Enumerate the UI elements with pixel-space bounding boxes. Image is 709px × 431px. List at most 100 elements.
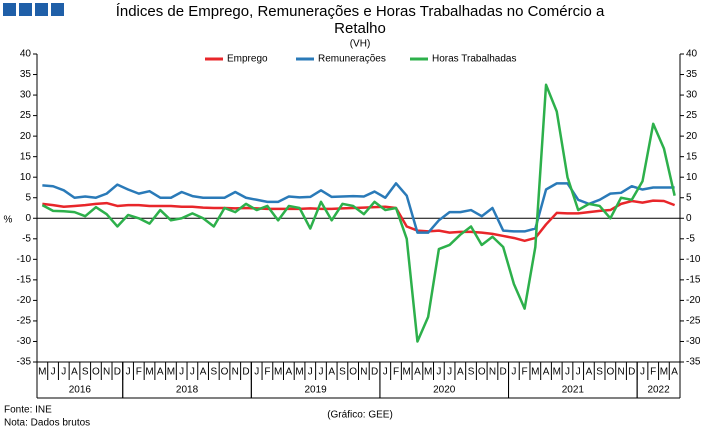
x-tick-label: J [308,367,313,378]
legend-label: Remunerações [318,54,386,65]
y-tick-label: 20 [20,131,32,142]
x-tick-label: F [650,367,656,378]
x-tick-label: O [92,367,100,378]
x-tick-label: D [500,367,507,378]
x-tick-label: N [489,367,496,378]
x-tick-label: D [242,367,249,378]
x-tick-label: O [478,367,486,378]
y-tick-label: 25 [20,110,32,121]
y-tick-label: 0 [25,213,31,224]
x-tick-label: M [295,367,303,378]
x-group-label: 2021 [562,385,585,396]
y2-tick-label: -25 [686,316,701,327]
x-tick-label: A [286,367,293,378]
y2-tick-label: -20 [686,295,701,306]
x-tick-label: M [531,367,539,378]
y-tick-label: -35 [17,357,32,368]
y2-tick-label: -35 [686,357,701,368]
y-tick-label: 10 [20,172,32,183]
x-tick-label: J [640,367,645,378]
x-tick-label: M [424,367,432,378]
x-tick-label: J [511,367,516,378]
y-tick-label: -20 [17,295,32,306]
x-tick-label: A [586,367,593,378]
y-axis-label: % [4,215,13,226]
x-tick-label: A [200,367,207,378]
x-tick-label: O [606,367,614,378]
x-tick-label: A [457,367,464,378]
chart-title: Retalho [334,20,386,37]
series-line [42,199,676,243]
credit: (Gráfico: GEE) [327,410,393,421]
legend-label: Horas Trabalhadas [432,54,517,65]
x-group-label: 2022 [647,385,670,396]
x-tick-label: A [414,367,421,378]
y-tick-label: -15 [17,275,32,286]
chart-title: Índices de Emprego, Remunerações e Horas… [116,3,605,20]
y2-tick-label: 0 [686,213,692,224]
x-tick-label: J [126,367,131,378]
x-tick-label: S [468,367,475,378]
y-tick-label: -10 [17,254,32,265]
x-tick-label: J [565,367,570,378]
x-tick-label: O [221,367,229,378]
x-tick-label: J [179,367,184,378]
x-tick-label: F [522,367,528,378]
y-tick-label: 40 [20,49,32,60]
legend-label: Emprego [227,54,268,65]
x-tick-label: J [51,367,56,378]
y2-tick-label: 25 [686,110,698,121]
y2-tick-label: 10 [686,172,698,183]
y-tick-label: 30 [20,90,32,101]
x-tick-label: D [371,367,378,378]
x-tick-label: J [190,367,195,378]
x-tick-label: S [596,367,603,378]
y-tick-label: 15 [20,151,32,162]
y-tick-label: -5 [22,233,31,244]
x-tick-label: F [136,367,142,378]
x-tick-label: S [339,367,346,378]
x-group-label: 2020 [433,385,456,396]
x-tick-label: A [543,367,550,378]
x-tick-label: J [576,367,581,378]
y2-tick-label: -5 [686,233,695,244]
x-tick-label: M [403,367,411,378]
y2-tick-label: 5 [686,192,692,203]
x-tick-label: A [671,367,678,378]
x-tick-label: M [38,367,46,378]
x-tick-label: A [328,367,335,378]
y2-tick-label: -30 [686,336,701,347]
x-tick-label: D [628,367,635,378]
source: Fonte: INE [4,405,52,416]
x-tick-label: S [82,367,89,378]
x-tick-label: J [318,367,323,378]
logo [3,3,64,16]
x-tick-label: A [71,367,78,378]
y2-tick-label: -10 [686,254,701,265]
y-tick-label: -25 [17,316,32,327]
x-tick-label: A [157,367,164,378]
x-tick-label: M [553,367,561,378]
x-group-label: 2019 [305,385,328,396]
x-tick-label: N [103,367,110,378]
x-group-label: 2016 [69,385,92,396]
x-tick-label: M [660,367,668,378]
y2-tick-label: 20 [686,131,698,142]
x-tick-label: M [167,367,175,378]
chart-subtitle: (VH) [350,39,371,50]
x-tick-label: J [61,367,66,378]
x-tick-label: J [254,367,259,378]
x-tick-label: J [447,367,452,378]
x-tick-label: N [617,367,624,378]
y-tick-label: -30 [17,336,32,347]
x-tick-label: S [210,367,217,378]
x-tick-label: N [232,367,239,378]
y2-tick-label: 15 [686,151,698,162]
y2-tick-label: 40 [686,49,698,60]
y-tick-label: 35 [20,69,32,80]
series-line [41,83,676,343]
x-tick-label: M [145,367,153,378]
x-tick-label: F [264,367,270,378]
x-tick-label: O [349,367,357,378]
